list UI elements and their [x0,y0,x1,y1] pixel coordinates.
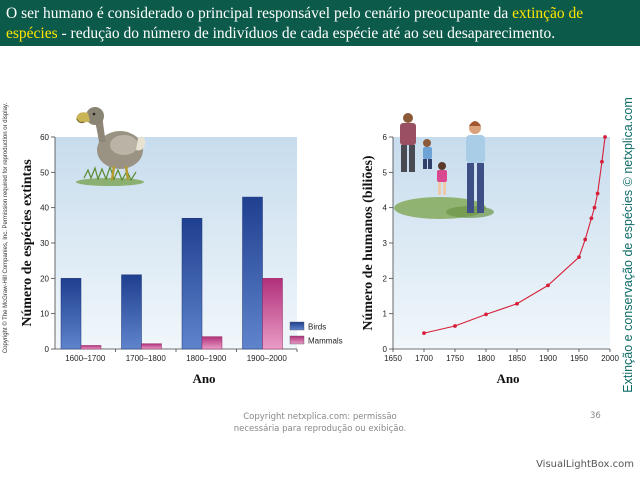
line-x-tick-label: 1700 [415,354,433,363]
population-data-point [453,324,457,328]
line-x-tick-label: 2000 [601,354,619,363]
bar-chart-x-title: Ano [192,371,215,386]
line-x-tick-label: 1650 [384,354,402,363]
line-x-tick-label: 1850 [508,354,526,363]
population-data-point [484,312,488,317]
banner-highlight-1: extinção de [512,5,584,22]
legend-swatch-birds [289,321,305,331]
line-y-tick-label: 6 [383,133,388,142]
bar-x-tick-label: 1900–2000 [247,354,288,363]
line-y-tick-label: 2 [383,274,388,283]
bar-mammals [80,345,102,350]
line-chart-plot-area [393,137,610,349]
bar-y-tick-label: 0 [45,345,50,354]
bar-mammals [201,336,223,350]
title-banner: O ser humano é considerado o principal r… [0,0,640,46]
footer-copyright: Copyright netxplica.com: permissão neces… [200,411,440,435]
page-number: 36 [590,411,601,421]
legend-label-birds: Birds [308,323,326,332]
line-x-tick-label: 1750 [446,354,464,363]
dodo-bird-illustration [76,107,146,186]
bar-mammals [262,278,283,350]
banner-text-1: O ser humano é considerado o principal r… [6,5,513,22]
population-data-point [600,159,604,164]
bar-y-tick-label: 20 [40,274,49,283]
population-series-line [423,136,606,334]
legend-label-mammals: Mammals [308,337,343,346]
line-chart-y-title: Número de humanos (biliões) [361,155,376,330]
line-y-tick-label: 0 [383,345,388,354]
population-data-point [515,301,519,306]
bar-x-tick-label: 1600–1700 [65,354,106,363]
bar-x-tick-label: 1800–1900 [186,354,227,363]
line-y-tick-label: 4 [383,204,388,213]
line-y-tick-label: 1 [383,310,388,319]
population-data-point [422,331,426,335]
population-data-point [592,205,597,210]
bar-birds [181,218,203,350]
line-x-tick-label: 1800 [477,354,495,363]
line-x-tick-label: 1950 [570,354,588,363]
footer-line-1: Copyright netxplica.com: permissão [243,412,397,422]
line-x-tick-label: 1900 [539,354,557,363]
population-data-point [583,237,588,242]
people-illustration [394,113,494,219]
population-data-point [595,191,600,196]
bar-birds [60,278,82,350]
bar-chart-y-title: Número de espécies extintas [20,159,35,327]
bar-y-tick-label: 10 [40,310,49,319]
bar-birds [242,196,263,350]
line-y-tick-label: 5 [383,168,388,177]
population-data-point [589,216,594,221]
banner-text-2: - redução do número de indivíduos de cad… [57,25,556,42]
legend-swatch-mammals [289,335,305,345]
population-data-point [546,283,550,288]
bar-birds [121,274,142,350]
bar-y-tick-label: 30 [40,239,49,248]
banner-highlight-2: espécies [6,25,58,42]
bar-mammals [141,343,162,350]
line-chart-x-title: Ano [496,371,519,386]
bar-y-tick-label: 40 [40,204,49,213]
population-data-point [577,255,581,260]
population-data-point [603,135,607,139]
watermark-text: VisualLightBox.com [536,459,634,470]
bar-x-tick-label: 1700–1800 [126,354,167,363]
line-y-tick-label: 3 [383,239,388,248]
footer-line-2: necessária para reprodução ou exibição. [233,424,407,434]
bar-y-tick-label: 60 [40,133,49,142]
bar-y-tick-label: 50 [40,168,49,177]
